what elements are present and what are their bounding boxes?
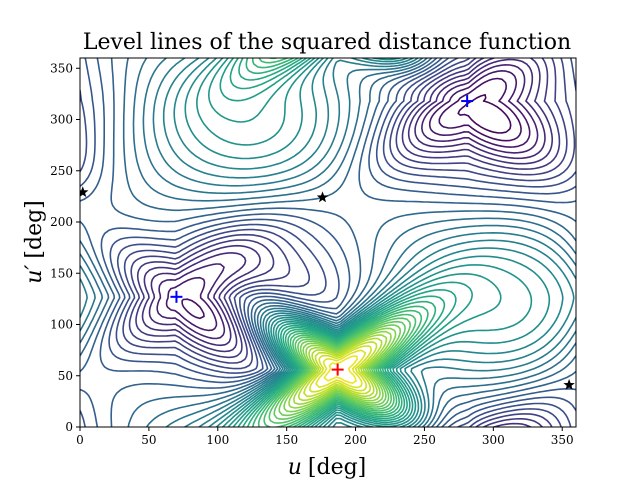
contour-level bbox=[196, 58, 533, 427]
contour-level bbox=[238, 58, 446, 427]
x-tick-label: 0 bbox=[76, 433, 84, 447]
contour-level bbox=[184, 58, 551, 427]
contour-level bbox=[80, 58, 576, 427]
contour-level bbox=[80, 58, 576, 427]
y-tick-label: 0 bbox=[65, 420, 73, 434]
x-tick-label: 350 bbox=[551, 433, 574, 447]
contour-level bbox=[245, 58, 437, 427]
y-tick-label: 300 bbox=[50, 113, 73, 127]
contour-level bbox=[268, 317, 411, 424]
critical-point-markers bbox=[80, 95, 575, 390]
y-axis-ticks: 0 50 100 150 200 250 300 350 bbox=[50, 61, 80, 434]
x-tick-label: 100 bbox=[206, 433, 229, 447]
y-axis-unit: [deg] bbox=[22, 200, 47, 258]
contour-level bbox=[315, 349, 367, 389]
chart-title: Level lines of the squared distance func… bbox=[83, 30, 571, 55]
y-tick-label: 350 bbox=[50, 61, 73, 75]
saddle-point-marker bbox=[563, 379, 575, 390]
contour-level bbox=[293, 334, 388, 405]
x-tick-label: 250 bbox=[413, 433, 436, 447]
y-tick-label: 200 bbox=[50, 215, 73, 229]
contour-level bbox=[219, 58, 473, 427]
contour-level bbox=[156, 64, 539, 340]
contour-level bbox=[80, 58, 576, 427]
contour-level bbox=[303, 341, 378, 398]
saddle-point-marker bbox=[316, 191, 329, 203]
contour-level bbox=[323, 355, 358, 384]
contour-level bbox=[288, 330, 392, 409]
contour-level bbox=[148, 58, 546, 347]
x-tick-label: 150 bbox=[275, 433, 298, 447]
contour-level bbox=[263, 58, 417, 427]
y-tick-label: 150 bbox=[50, 266, 73, 280]
contour-level bbox=[278, 324, 402, 417]
minimum-marker bbox=[461, 95, 474, 108]
y-axis-label: u′ [deg] bbox=[22, 200, 47, 284]
contour-level bbox=[122, 58, 576, 427]
y-tick-label: 50 bbox=[58, 369, 73, 383]
contour-level bbox=[80, 58, 576, 427]
contour-level bbox=[229, 58, 457, 427]
contour-level bbox=[80, 58, 576, 427]
x-axis-unit: [deg] bbox=[308, 455, 366, 480]
x-tick-label: 50 bbox=[141, 433, 156, 447]
minimum-marker bbox=[170, 290, 183, 303]
contour-lines bbox=[80, 58, 576, 427]
y-axis-variable: u′ bbox=[22, 265, 47, 284]
contour-level bbox=[173, 58, 564, 427]
x-axis-variable: u bbox=[288, 455, 302, 480]
contour-level bbox=[309, 345, 372, 393]
contour-level bbox=[80, 58, 576, 427]
y-tick-label: 100 bbox=[50, 318, 73, 332]
contour-level bbox=[252, 58, 429, 427]
x-axis-ticks: 0 50 100 150 200 250 300 350 bbox=[76, 427, 574, 447]
contour-level bbox=[141, 58, 553, 427]
maximum-marker bbox=[331, 363, 344, 376]
x-axis-label: u [deg] bbox=[288, 455, 367, 480]
contour-level bbox=[135, 58, 561, 427]
plot-frame bbox=[79, 57, 577, 428]
x-tick-label: 300 bbox=[482, 433, 505, 447]
contour-level bbox=[181, 77, 522, 320]
x-tick-label: 200 bbox=[344, 433, 367, 447]
y-tick-label: 250 bbox=[50, 164, 73, 178]
saddle-point-marker bbox=[80, 186, 89, 198]
contour-level bbox=[283, 327, 397, 413]
contour-level bbox=[457, 94, 512, 134]
contour-level bbox=[80, 58, 576, 427]
contour-level bbox=[165, 70, 531, 332]
contour-level bbox=[257, 58, 423, 427]
contour-level bbox=[273, 321, 406, 420]
contour-level bbox=[297, 337, 383, 402]
